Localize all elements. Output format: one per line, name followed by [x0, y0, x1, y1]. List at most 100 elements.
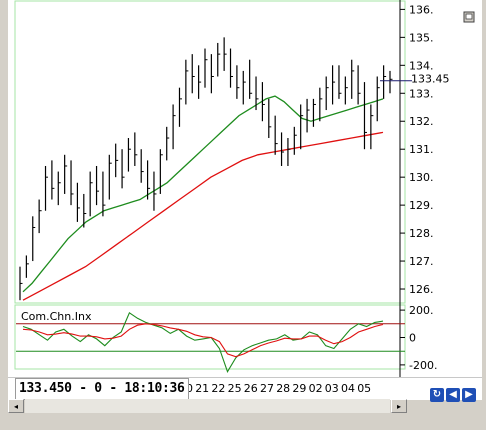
price-bar	[312, 98, 316, 127]
price-bar	[217, 42, 221, 77]
price-bar	[357, 65, 361, 105]
price-bar	[95, 165, 100, 206]
price-bar	[383, 65, 387, 99]
price-bar	[25, 255, 29, 278]
refresh-icon[interactable]: ↻	[430, 388, 444, 402]
price-bar	[300, 104, 304, 150]
price-bar	[338, 65, 342, 99]
date-label: 26	[243, 382, 258, 395]
horizontal-scrollbar[interactable]: ◂ ▸	[8, 399, 482, 415]
ma-long-group	[22, 131, 384, 301]
price-bar	[166, 126, 170, 161]
price-pane-frame	[14, 0, 406, 304]
price-tick-label: 135.	[409, 31, 434, 44]
date-label: 28	[276, 382, 291, 395]
indicator-tick-label: 200.	[409, 304, 434, 317]
price-bar	[76, 182, 80, 222]
date-label: 29	[292, 382, 307, 395]
scroll-track[interactable]	[25, 399, 390, 413]
price-bar	[261, 82, 265, 122]
price-bar	[83, 193, 87, 228]
indicator-signal-line	[22, 323, 384, 358]
price-tick-label: 126.	[409, 283, 434, 296]
triangle-right-icon[interactable]: ▶	[462, 388, 476, 402]
price-bar	[331, 65, 336, 105]
ma-short-group	[22, 95, 384, 293]
price-bar	[293, 126, 297, 155]
chart-panel[interactable]: 136. 135. 134. 133. 132. 131. 130. 129. 128. 127.…	[8, 0, 482, 377]
indicator-title: Com.Chn.Inx	[21, 310, 92, 323]
price-bar	[306, 98, 310, 133]
date-label: 05	[357, 382, 372, 395]
price-bar	[64, 154, 68, 194]
price-bar	[280, 132, 285, 166]
price-bars-group	[19, 37, 393, 301]
price-bar	[370, 104, 374, 150]
triangle-left-icon[interactable]: ◀	[446, 388, 460, 402]
price-bar	[146, 160, 151, 200]
indicator-group	[16, 311, 405, 373]
price-bar	[185, 59, 189, 105]
price-bar	[121, 149, 125, 189]
indicator-tick-label: -200.	[409, 359, 437, 372]
last-price-label: 133.45	[411, 73, 450, 86]
price-bar	[287, 138, 291, 166]
chart-controls: ↻ ◀ ▶	[430, 388, 480, 410]
date-label: 21	[195, 382, 210, 395]
price-bar	[115, 143, 119, 178]
price-bar	[159, 149, 163, 194]
date-label: 04	[341, 382, 355, 395]
price-bar	[108, 154, 112, 200]
price-axis-ticks: 136. 135. 134. 133. 132. 131. 130. 129. 128. 127.…	[380, 3, 450, 296]
price-bar	[70, 160, 74, 206]
price-bar	[38, 199, 42, 234]
chart-svg[interactable]: 136. 135. 134. 133. 132. 131. 130. 129. 128. 127.…	[8, 0, 482, 377]
price-bar	[344, 76, 348, 105]
price-tick-label: 133.	[409, 87, 434, 100]
price-bar	[127, 138, 131, 172]
date-label: 25	[227, 382, 242, 395]
price-bar	[140, 149, 144, 183]
price-bar	[172, 104, 176, 150]
status-readout: 133.450 - 0 - 18:10:36	[15, 378, 189, 400]
price-tick-label: 136.	[409, 3, 434, 16]
price-tick-label: 129.	[409, 199, 434, 212]
price-bar	[242, 70, 246, 105]
ma-long-line	[22, 131, 384, 301]
price-tick-label: 131.	[409, 143, 434, 156]
ma-short-line	[22, 95, 384, 293]
price-tick-label: 134.	[409, 59, 434, 72]
indicator-axis-ticks: 200. 0 -200.	[400, 304, 437, 372]
price-bar	[319, 87, 323, 122]
indicator-line	[22, 311, 384, 373]
price-bar	[191, 54, 195, 94]
price-bar	[255, 76, 259, 111]
price-bar	[89, 171, 93, 217]
price-bar	[325, 76, 329, 111]
price-bar	[19, 266, 23, 301]
date-label: 02	[308, 382, 323, 395]
price-bar	[249, 59, 253, 99]
price-bar	[351, 59, 355, 99]
date-label: 22	[211, 382, 226, 395]
date-label: 27	[260, 382, 274, 395]
price-bar	[134, 132, 138, 166]
price-bar	[51, 160, 55, 200]
price-bar	[178, 87, 182, 127]
price-bar	[57, 171, 61, 206]
price-bar	[44, 165, 49, 211]
price-bar	[274, 115, 278, 155]
maximize-icon[interactable]	[463, 11, 475, 23]
price-bar	[389, 70, 393, 94]
price-bar	[153, 171, 157, 211]
price-tick-label: 132.	[409, 115, 434, 128]
scroll-left-icon[interactable]: ◂	[8, 399, 24, 413]
price-bar	[268, 98, 272, 139]
price-bar	[229, 48, 234, 88]
indicator-tick-label: 0	[409, 332, 416, 345]
date-label: 03	[324, 382, 339, 395]
date-axis: 202122252627282902030405 133.450 - 0 - 1…	[8, 377, 482, 400]
price-bar	[376, 76, 380, 122]
scroll-right-icon[interactable]: ▸	[391, 399, 407, 413]
